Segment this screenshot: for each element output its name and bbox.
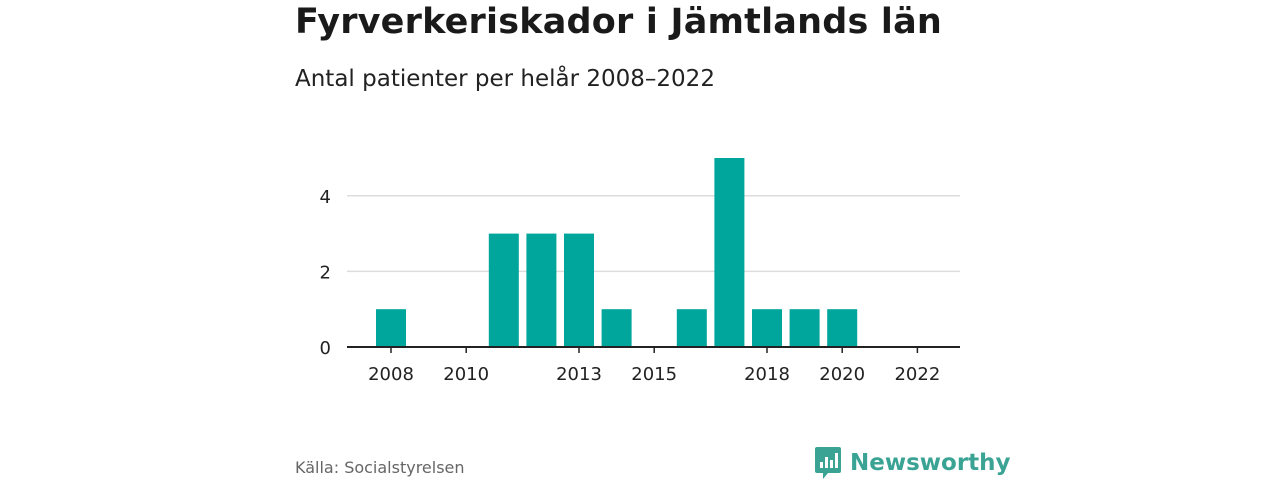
chart-subtitle: Antal patienter per helår 2008–2022 xyxy=(295,66,715,92)
bar xyxy=(752,309,782,347)
tick-labels: 0 2 4 2008 2010 2013 2015 2018 2020 2022 xyxy=(320,187,941,385)
bar xyxy=(714,158,745,347)
source-note: Källa: Socialstyrelsen xyxy=(295,458,465,477)
bar xyxy=(564,233,594,347)
x-tick-label: 2013 xyxy=(556,364,602,385)
chart-title: Fyrverkeriskador i Jämtlands län xyxy=(295,2,943,42)
bar xyxy=(827,309,858,347)
y-tick-label: 0 xyxy=(320,338,331,359)
y-tick-label: 2 xyxy=(320,262,331,283)
x-tick-label: 2020 xyxy=(819,364,865,385)
brand-logo: Newsworthy xyxy=(814,446,1011,480)
bar xyxy=(376,309,406,347)
x-tick-label: 2015 xyxy=(631,364,677,385)
bar xyxy=(601,309,632,347)
bars xyxy=(376,158,858,347)
grid-lines xyxy=(347,195,960,273)
bar xyxy=(526,233,557,347)
x-tick-label: 2008 xyxy=(368,364,414,385)
bar xyxy=(676,309,707,347)
x-tick-label: 2010 xyxy=(443,364,489,385)
x-axis xyxy=(347,346,960,353)
bar-chart-speech-bubble-icon xyxy=(815,447,841,479)
x-tick-label: 2018 xyxy=(744,364,790,385)
x-tick-label: 2022 xyxy=(894,364,940,385)
brand-name: Newsworthy xyxy=(850,450,1011,476)
y-tick-label: 4 xyxy=(320,187,331,208)
bar xyxy=(488,233,519,347)
bar xyxy=(789,309,820,347)
